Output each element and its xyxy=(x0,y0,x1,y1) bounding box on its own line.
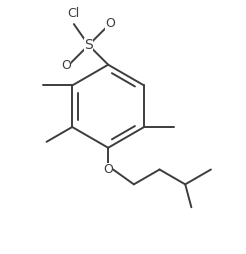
Text: O: O xyxy=(62,59,71,72)
Text: O: O xyxy=(103,163,113,176)
Text: S: S xyxy=(84,38,93,52)
Text: O: O xyxy=(105,17,115,29)
Text: Cl: Cl xyxy=(68,7,80,20)
